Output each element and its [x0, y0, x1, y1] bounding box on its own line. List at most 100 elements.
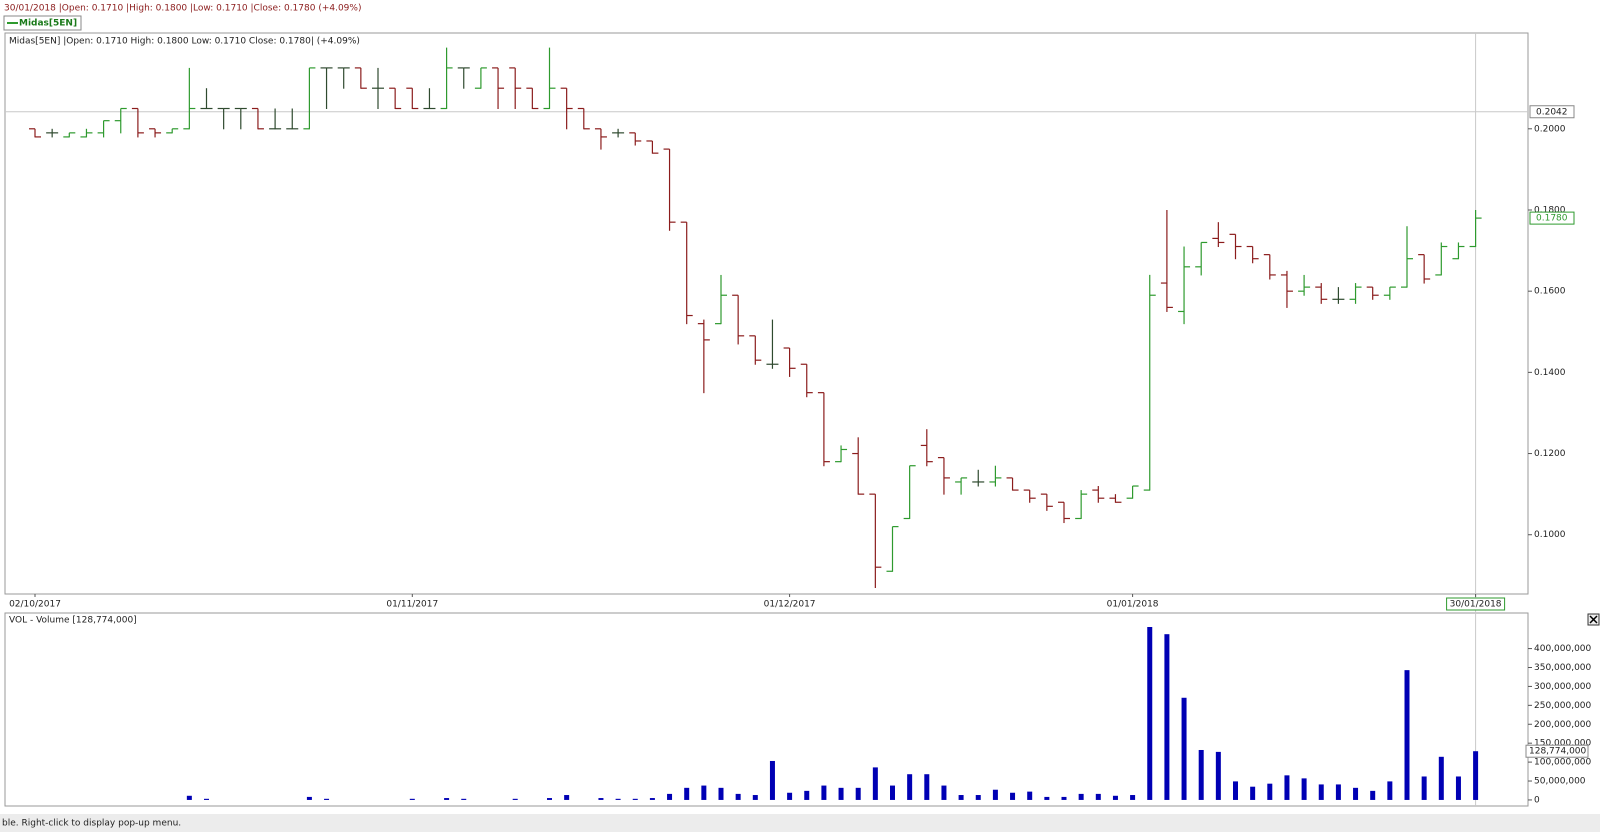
y-tick-label: 50,000,000	[1534, 777, 1586, 787]
x-tick-label: 01/01/2018	[1107, 600, 1159, 610]
price-panel[interactable]	[4, 32, 1529, 595]
volume-bar	[1061, 796, 1067, 800]
volume-bar	[1438, 756, 1444, 800]
volume-bar	[1078, 793, 1084, 800]
volume-bar	[1095, 793, 1101, 800]
volume-bar	[547, 798, 552, 800]
y-tick-label: 150,000,000	[1534, 739, 1592, 749]
volume-bar	[1421, 776, 1427, 800]
volume-bar	[512, 798, 518, 800]
volume-bar	[975, 795, 981, 800]
volume-bar	[649, 798, 655, 800]
y-tick-label: 200,000,000	[1534, 720, 1592, 730]
volume-title: VOL - Volume [128,774,000]	[9, 616, 137, 626]
volume-bar	[324, 798, 330, 800]
volume-bar	[1010, 792, 1016, 800]
volume-bar	[1353, 787, 1359, 800]
last-price-box	[1529, 211, 1575, 225]
volume-bar	[941, 785, 947, 800]
legend-box[interactable]	[3, 15, 82, 31]
x-tick-label: 01/11/2017	[386, 600, 438, 610]
volume-bar	[1455, 776, 1461, 800]
price-title: Midas[5EN] |Open: 0.1710 High: 0.1800 Lo…	[9, 37, 360, 47]
volume-label-box	[1525, 744, 1589, 758]
volume-bar	[1284, 775, 1290, 800]
volume-bar	[838, 787, 844, 800]
volume-bar	[1130, 795, 1136, 800]
volume-bar	[701, 785, 707, 800]
volume-bar	[872, 767, 878, 800]
status-text: ble. Right-click to display pop-up menu.	[2, 819, 181, 829]
y-tick-label: 0.1200	[1534, 449, 1566, 459]
status-bar	[0, 814, 1600, 832]
legend-label: Midas[5EN]	[19, 19, 77, 29]
last-price-label: 0.1780	[1536, 214, 1568, 224]
y-tick-label: 250,000,000	[1534, 701, 1592, 711]
volume-bar	[1215, 751, 1221, 800]
crosshair-label-box	[1529, 105, 1575, 119]
volume-bar	[1301, 778, 1307, 800]
volume-bar	[1473, 751, 1479, 800]
volume-bar	[804, 790, 810, 800]
volume-bar	[1387, 781, 1393, 800]
volume-bar	[924, 774, 930, 800]
volume-bar	[667, 793, 673, 800]
header-info: 30/01/2018 |Open: 0.1710 |High: 0.1800 |…	[4, 4, 361, 14]
volume-bar	[1267, 783, 1273, 800]
y-tick-label: 400,000,000	[1534, 644, 1592, 654]
volume-bar	[306, 796, 312, 800]
crosshair-label: 0.2042	[1536, 107, 1568, 117]
volume-bar	[890, 785, 895, 800]
volume-bar	[1318, 784, 1324, 800]
y-tick-label: 0.1400	[1534, 368, 1566, 378]
volume-bar	[615, 798, 621, 800]
volume-bar	[1335, 784, 1341, 800]
volume-bar	[752, 795, 758, 800]
volume-bar	[718, 787, 724, 800]
volume-bar	[186, 795, 192, 800]
volume-bar	[821, 785, 827, 800]
volume-bar	[204, 798, 209, 800]
volume-bar	[1198, 749, 1204, 800]
close-button[interactable]	[1587, 613, 1600, 626]
x-label-box	[1446, 597, 1506, 611]
volume-bar	[1044, 796, 1050, 800]
x-tick-label: 01/12/2017	[764, 600, 816, 610]
x-tick-label: 30/01/2018	[1450, 600, 1502, 610]
volume-bar	[907, 774, 913, 800]
y-tick-label: 350,000,000	[1534, 663, 1592, 673]
volume-bar	[632, 798, 638, 800]
volume-bar	[1147, 627, 1153, 800]
volume-bar	[1233, 781, 1238, 800]
volume-bar	[735, 793, 741, 800]
volume-bar	[1250, 786, 1256, 800]
volume-bar	[958, 795, 964, 800]
volume-value-label: 128,774,000	[1529, 747, 1587, 757]
volume-bar	[1181, 697, 1187, 800]
volume-bar	[461, 798, 467, 800]
volume-panel[interactable]	[4, 612, 1529, 807]
volume-bar	[1370, 790, 1376, 800]
volume-bar	[769, 760, 775, 800]
y-tick-label: 100,000,000	[1534, 758, 1592, 768]
volume-bar	[787, 792, 793, 800]
x-tick-label: 02/10/2017	[9, 600, 61, 610]
y-tick-label: 0.1800	[1534, 205, 1566, 215]
volume-bar	[444, 798, 450, 800]
volume-bar	[409, 798, 415, 800]
volume-bar	[564, 795, 570, 800]
volume-bar	[855, 787, 861, 800]
y-tick-label: 0.2000	[1534, 124, 1566, 134]
volume-bar	[1404, 670, 1410, 800]
volume-bar	[1027, 791, 1033, 800]
volume-bar	[1164, 634, 1170, 800]
volume-bar	[992, 789, 998, 800]
y-tick-label: 300,000,000	[1534, 682, 1592, 692]
y-tick-label: 0.1000	[1534, 530, 1566, 540]
y-tick-label: 0	[1534, 795, 1540, 805]
y-tick-label: 0.1600	[1534, 287, 1566, 297]
volume-bar	[598, 798, 604, 800]
volume-bar	[684, 787, 690, 800]
volume-bar	[1112, 795, 1118, 800]
